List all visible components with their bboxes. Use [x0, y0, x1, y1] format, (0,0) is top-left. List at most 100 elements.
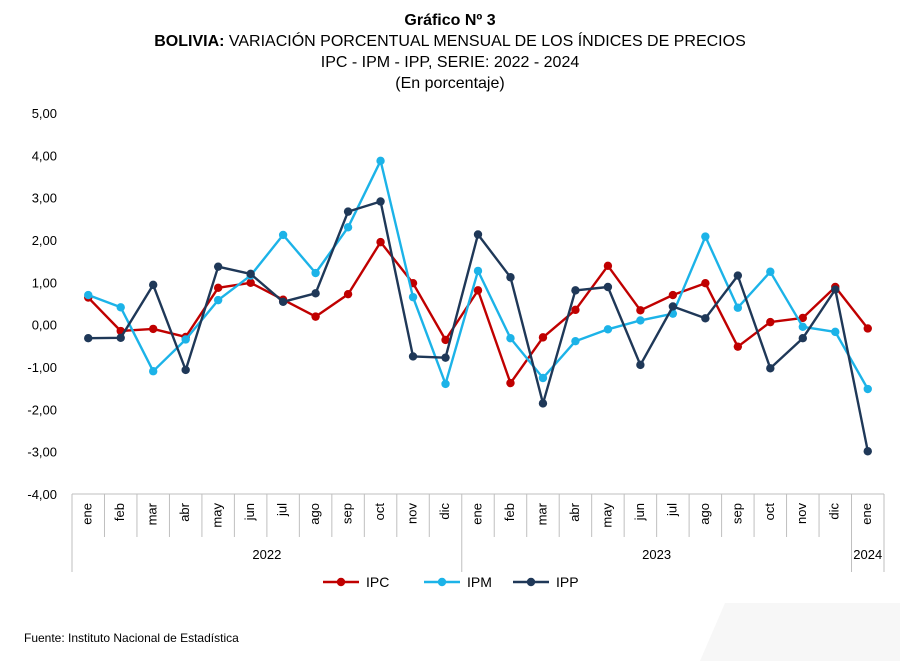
data-point-ipp: [181, 365, 190, 375]
data-point-ipp: [408, 352, 418, 361]
data-point-ipp: [116, 333, 125, 342]
data-point-ipm: [603, 325, 613, 334]
x-tick-label: oct: [372, 503, 387, 521]
legend-marker-ipc: [336, 577, 346, 587]
x-tick-label: dic: [827, 503, 842, 520]
chart-series-line: IPC - IPM - IPP, SERIE: 2022 - 2024: [320, 54, 580, 71]
data-point-ipm: [278, 230, 288, 240]
x-tick-label: may: [599, 503, 614, 528]
data-point-ipp: [311, 289, 320, 298]
year-group-label: 2022: [252, 547, 281, 562]
data-point-ipp: [213, 262, 223, 271]
x-tick-label: jun: [632, 503, 647, 521]
data-point-ipm: [701, 232, 710, 241]
data-point-ipc: [863, 324, 872, 333]
data-point-ipp: [668, 302, 678, 311]
y-tick-label: 2,00: [32, 233, 57, 248]
data-point-ipc: [311, 312, 320, 321]
data-point-ipp: [636, 360, 645, 370]
y-tick-label: 0,00: [32, 318, 57, 333]
x-tick-label: jul: [664, 503, 679, 517]
data-point-ipm: [798, 322, 807, 331]
data-point-ipc: [506, 378, 515, 388]
y-tick-label: -3,00: [27, 445, 57, 460]
subtitle-country: BOLIVIA:: [154, 33, 225, 50]
legend-label-ipm: IPM: [467, 574, 492, 590]
data-point-ipp: [343, 207, 353, 216]
legend-label-ipp: IPP: [556, 574, 579, 590]
x-tick-label: nov: [794, 503, 809, 524]
x-tick-label: nov: [404, 503, 419, 524]
data-point-ipc: [441, 335, 450, 345]
data-point-ipp: [473, 230, 483, 239]
x-tick-label: mar: [145, 502, 160, 525]
data-point-ipp: [603, 282, 613, 292]
data-point-ipp: [246, 269, 255, 279]
data-point-ipp: [84, 334, 93, 343]
data-point-ipp: [278, 297, 288, 307]
data-point-ipc: [376, 237, 385, 247]
data-point-ipp: [538, 399, 548, 408]
legend-marker-ipm: [437, 577, 447, 587]
x-tick-label: abr: [177, 502, 192, 521]
data-point-ipp: [798, 334, 807, 343]
data-point-ipm: [831, 327, 840, 337]
data-point-ipm: [538, 373, 548, 383]
data-point-ipc: [733, 342, 743, 351]
x-tick-label: ago: [697, 503, 712, 525]
y-tick-label: 5,00: [32, 106, 57, 121]
data-point-ipp: [506, 273, 515, 282]
data-point-ipp: [571, 286, 580, 295]
data-point-ipc: [603, 261, 613, 271]
y-tick-label: 3,00: [32, 191, 57, 206]
data-point-ipm: [213, 295, 223, 305]
x-tick-label: oct: [762, 503, 777, 521]
y-tick-label: 4,00: [32, 148, 57, 163]
year-group-label: 2023: [642, 547, 671, 562]
chart-title: Gráfico Nº 3: [404, 12, 496, 29]
data-point-ipp: [441, 353, 450, 362]
x-tick-label: ago: [307, 503, 322, 525]
data-point-ipc: [571, 305, 580, 315]
line-chart: 5,00 4,00 3,00 2,00 1,00 0,00 -1,00 -2,00 -3,00 -…: [27, 106, 885, 590]
data-point-ipm: [116, 303, 125, 312]
subtitle-description: VARIACIÓN PORCENTUAL MENSUAL DE LOS ÍNDI…: [224, 33, 746, 50]
x-tick-label: ene: [469, 503, 484, 525]
x-tick-label: feb: [502, 503, 517, 521]
data-point-ipm: [408, 292, 418, 302]
data-point-ipm: [149, 367, 158, 376]
chart-unit: (En porcentaje): [395, 75, 505, 92]
x-tick-label: abr: [567, 502, 582, 521]
data-point-ipc: [668, 290, 678, 300]
source-note: Fuente: Instituto Nacional de Estadístic…: [24, 631, 239, 645]
data-point-ipm: [343, 223, 353, 232]
y-tick-label: -2,00: [27, 402, 57, 417]
x-tick-label: sep: [340, 503, 355, 524]
data-point-ipm: [473, 266, 483, 276]
data-point-ipm: [506, 334, 515, 343]
legend-marker-ipp: [526, 577, 536, 587]
x-tick-label: may: [210, 503, 225, 528]
series-line-ipp: [88, 200, 869, 452]
data-point-ipm: [181, 335, 190, 344]
data-point-ipc: [766, 317, 775, 327]
legend-label-ipc: IPC: [366, 574, 389, 590]
year-group-label: 2024: [853, 547, 882, 562]
x-tick-label: ene: [80, 503, 95, 525]
chart-subtitle: BOLIVIA: VARIACIÓN PORCENTUAL MENSUAL DE…: [0, 31, 900, 52]
data-point-ipp: [376, 197, 385, 206]
data-point-ipp: [766, 364, 775, 373]
x-tick-label: dic: [437, 503, 452, 520]
x-tick-label: mar: [534, 502, 549, 525]
data-point-ipm: [571, 336, 580, 346]
y-tick-label: 1,00: [32, 275, 57, 290]
x-tick-label: jun: [242, 503, 257, 521]
data-point-ipc: [213, 283, 223, 293]
data-point-ipp: [831, 285, 840, 294]
data-point-ipm: [376, 156, 385, 166]
data-point-ipp: [863, 447, 872, 456]
data-point-ipm: [636, 316, 645, 325]
background-decoration: [700, 603, 900, 661]
data-point-ipm: [441, 379, 450, 389]
x-tick-label: sep: [729, 503, 744, 524]
